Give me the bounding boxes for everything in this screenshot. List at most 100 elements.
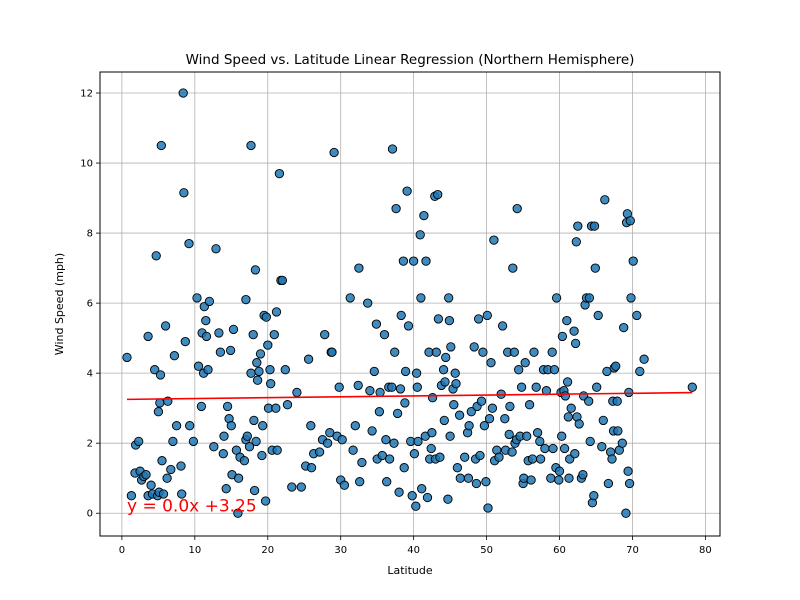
data-points <box>122 88 697 518</box>
data-point <box>377 450 387 461</box>
data-point <box>179 188 189 198</box>
data-point <box>271 403 281 413</box>
data-point <box>574 419 584 429</box>
data-point <box>399 463 409 473</box>
x-axis-ticks: 0 10 20 30 40 50 60 70 80 <box>119 536 712 556</box>
data-point <box>598 415 608 426</box>
data-point <box>427 393 438 403</box>
data-point <box>225 345 236 356</box>
data-point <box>122 352 132 363</box>
data-point <box>607 454 617 464</box>
data-point <box>481 477 491 487</box>
data-point <box>382 477 392 487</box>
data-point <box>557 331 568 342</box>
data-point <box>509 347 519 357</box>
data-point <box>387 382 397 392</box>
data-point <box>489 235 499 245</box>
data-point <box>162 473 172 483</box>
data-point <box>548 443 558 454</box>
data-point <box>551 293 562 303</box>
data-point <box>497 321 508 331</box>
data-point <box>412 382 422 392</box>
data-point <box>504 429 514 440</box>
data-point <box>584 293 595 303</box>
data-point <box>441 352 451 363</box>
data-point <box>612 396 622 406</box>
data-point <box>272 445 282 455</box>
data-point <box>460 452 470 462</box>
data-point <box>478 347 488 357</box>
data-point <box>632 310 642 321</box>
data-point <box>391 203 401 214</box>
data-point <box>153 407 164 417</box>
data-point <box>408 256 419 266</box>
data-point <box>443 494 453 504</box>
data-point <box>155 398 165 408</box>
data-point <box>150 365 160 375</box>
data-point <box>563 412 573 422</box>
data-point <box>569 326 579 336</box>
data-point <box>158 489 169 499</box>
data-point <box>394 487 404 497</box>
data-point <box>214 328 224 338</box>
data-point <box>345 293 355 303</box>
data-point <box>540 443 550 454</box>
data-point <box>570 338 581 349</box>
data-point <box>204 296 215 307</box>
data-point <box>531 382 541 392</box>
data-point <box>365 386 375 396</box>
data-point <box>589 221 600 231</box>
data-point <box>624 387 634 398</box>
data-point <box>451 379 461 389</box>
data-point <box>222 401 233 412</box>
data-point <box>600 195 610 205</box>
data-point <box>554 466 565 476</box>
data-point <box>535 436 545 447</box>
data-point <box>151 251 161 261</box>
data-point <box>242 431 252 441</box>
data-point <box>374 407 385 417</box>
data-point <box>421 256 431 266</box>
data-point <box>535 454 546 464</box>
data-point <box>419 210 429 221</box>
data-point <box>494 452 504 462</box>
data-point <box>549 365 560 375</box>
y-tick-label: 10 <box>80 159 93 170</box>
data-point <box>446 342 456 352</box>
data-point <box>621 508 631 518</box>
data-point <box>617 438 627 448</box>
data-point <box>687 382 697 392</box>
regression-line-group <box>126 391 693 401</box>
data-point <box>589 491 599 501</box>
data-point <box>395 384 406 394</box>
data-point <box>613 426 623 436</box>
data-point <box>433 189 443 200</box>
x-tick-label: 10 <box>188 545 201 556</box>
data-point <box>471 478 482 489</box>
data-point <box>475 450 485 461</box>
data-point <box>226 421 236 431</box>
data-point <box>452 463 463 473</box>
data-point <box>384 454 395 464</box>
data-point <box>584 396 594 406</box>
data-point <box>228 324 239 335</box>
data-point <box>396 310 406 321</box>
data-point <box>277 275 288 286</box>
data-point <box>141 470 151 480</box>
data-point <box>526 475 536 485</box>
data-point <box>166 464 176 475</box>
data-point <box>252 358 262 368</box>
y-axis-label: Wind Speed (mph) <box>53 253 66 355</box>
data-point <box>155 370 166 380</box>
data-point <box>449 400 459 410</box>
data-point <box>251 436 261 447</box>
data-point <box>221 484 231 494</box>
data-point <box>392 408 403 419</box>
data-point <box>379 329 390 340</box>
data-point <box>250 265 261 275</box>
y-tick-label: 2 <box>87 439 93 450</box>
data-point <box>306 421 316 431</box>
data-point <box>303 354 314 364</box>
data-point <box>403 321 414 331</box>
